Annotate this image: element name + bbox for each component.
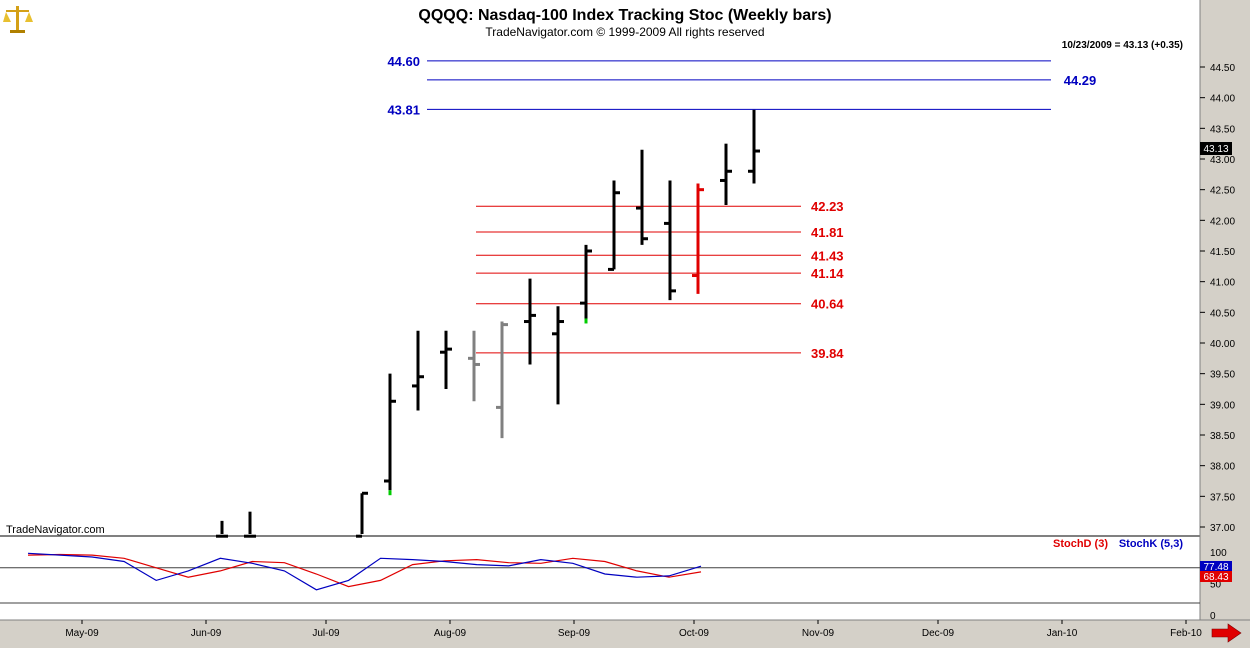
stoch-d-legend: StochD (3)	[1053, 538, 1108, 550]
x-tick-label: Sep-09	[558, 628, 591, 639]
stoch-y-tick-label: 100	[1210, 548, 1227, 559]
ohlc-bar	[608, 180, 620, 271]
stoch-last-value-label: 68.43	[1203, 572, 1228, 583]
x-tick-label: Dec-09	[922, 628, 955, 639]
red-level-label: 41.14	[811, 266, 844, 281]
y-tick-label: 42.50	[1210, 186, 1235, 197]
ohlc-bar	[356, 491, 368, 538]
y-tick-label: 43.00	[1210, 155, 1235, 166]
red-level-label: 41.81	[811, 225, 844, 240]
ohlc-bar	[468, 330, 480, 402]
ohlc-bar	[580, 244, 592, 324]
x-tick-label: Aug-09	[434, 628, 467, 639]
ohlc-bar	[552, 306, 564, 405]
x-tick-label: Jul-09	[312, 628, 340, 639]
red-level-label: 40.64	[811, 297, 844, 312]
watermark: TradeNavigator.com	[6, 524, 105, 536]
x-tick-label: Jun-09	[191, 628, 222, 639]
y-tick-label: 40.00	[1210, 339, 1235, 350]
stoch-panel-bg	[0, 537, 1200, 620]
x-tick-label: May-09	[65, 628, 99, 639]
ohlc-bar	[664, 180, 676, 301]
ohlc-bar	[440, 330, 452, 389]
ohlc-bar	[636, 149, 648, 245]
stoch-y-tick-label: 0	[1210, 611, 1216, 622]
ohlc-bar	[496, 321, 508, 439]
y-tick-label: 39.50	[1210, 370, 1235, 381]
y-tick-label: 44.50	[1210, 63, 1235, 74]
ohlc-bar	[244, 511, 256, 538]
stoch-k-legend: StochK (5,3)	[1119, 538, 1184, 550]
copyright-text: TradeNavigator.com © 1999-2009 All right…	[485, 25, 764, 39]
y-tick-label: 40.50	[1210, 308, 1235, 319]
price-y-axis: 37.00 37.50 38.00 38.50 39.00 39.50 40.00 40.50…	[1200, 63, 1235, 534]
scale-icon[interactable]	[3, 6, 33, 33]
last-price-tag	[1200, 142, 1232, 155]
ohlc-bars	[216, 109, 760, 538]
chart-title: QQQQ: Nasdaq-100 Index Tracking Stoc (We…	[418, 7, 831, 24]
ohlc-bar	[384, 373, 396, 496]
y-tick-label: 39.00	[1210, 400, 1235, 411]
date-x-axis: May-09 Jun-09 Jul-09 Aug-09 Sep-09 Oct-09 Nov-…	[65, 620, 1202, 639]
y-tick-label: 37.50	[1210, 492, 1235, 503]
stoch-k-line	[27, 552, 702, 591]
x-tick-label: Oct-09	[679, 628, 709, 639]
ohlc-bar	[720, 143, 732, 205]
y-tick-label: 43.50	[1210, 124, 1235, 135]
red-level-label: 42.23	[811, 199, 844, 214]
y-tick-label: 38.00	[1210, 462, 1235, 473]
ohlc-bar	[524, 278, 536, 365]
price-levels: 44.60 44.29 43.81 42.23 41.81 41.43 41.14 40.64…	[387, 54, 1096, 361]
blue-level-label: 44.60	[387, 54, 420, 69]
price-panel-bg	[0, 0, 1200, 535]
stoch-last-value-tag	[1200, 571, 1232, 582]
ohlc-bar	[692, 183, 704, 294]
ohlc-bar	[412, 330, 424, 411]
stoch-last-value-label: 77.48	[1203, 562, 1228, 573]
y-tick-label: 37.00	[1210, 523, 1235, 534]
x-tick-label: Jan-10	[1047, 628, 1078, 639]
y-tick-label: 41.50	[1210, 247, 1235, 258]
last-price-label: 43.13	[1203, 144, 1228, 155]
scroll-right-arrow-icon[interactable]	[1211, 623, 1242, 643]
stoch-d-line	[27, 553, 702, 588]
red-level-label: 41.43	[811, 248, 844, 263]
stoch-last-value-tag	[1200, 561, 1232, 572]
ohlc-bar	[748, 109, 760, 184]
y-tick-label: 38.50	[1210, 431, 1235, 442]
blue-level-label: 43.81	[387, 102, 420, 117]
stoch-y-tick-label: 50	[1210, 580, 1222, 591]
x-tick-label: Nov-09	[802, 628, 835, 639]
red-level-label: 39.84	[811, 346, 844, 361]
x-tick-label: Feb-10	[1170, 628, 1202, 639]
blue-level-label: 44.29	[1064, 73, 1097, 88]
last-price-info: 10/23/2009 = 43.13 (+0.35)	[1062, 40, 1183, 51]
ohlc-bar	[216, 520, 228, 538]
y-tick-label: 42.00	[1210, 216, 1235, 227]
y-tick-label: 44.00	[1210, 94, 1235, 105]
y-tick-label: 41.00	[1210, 278, 1235, 289]
